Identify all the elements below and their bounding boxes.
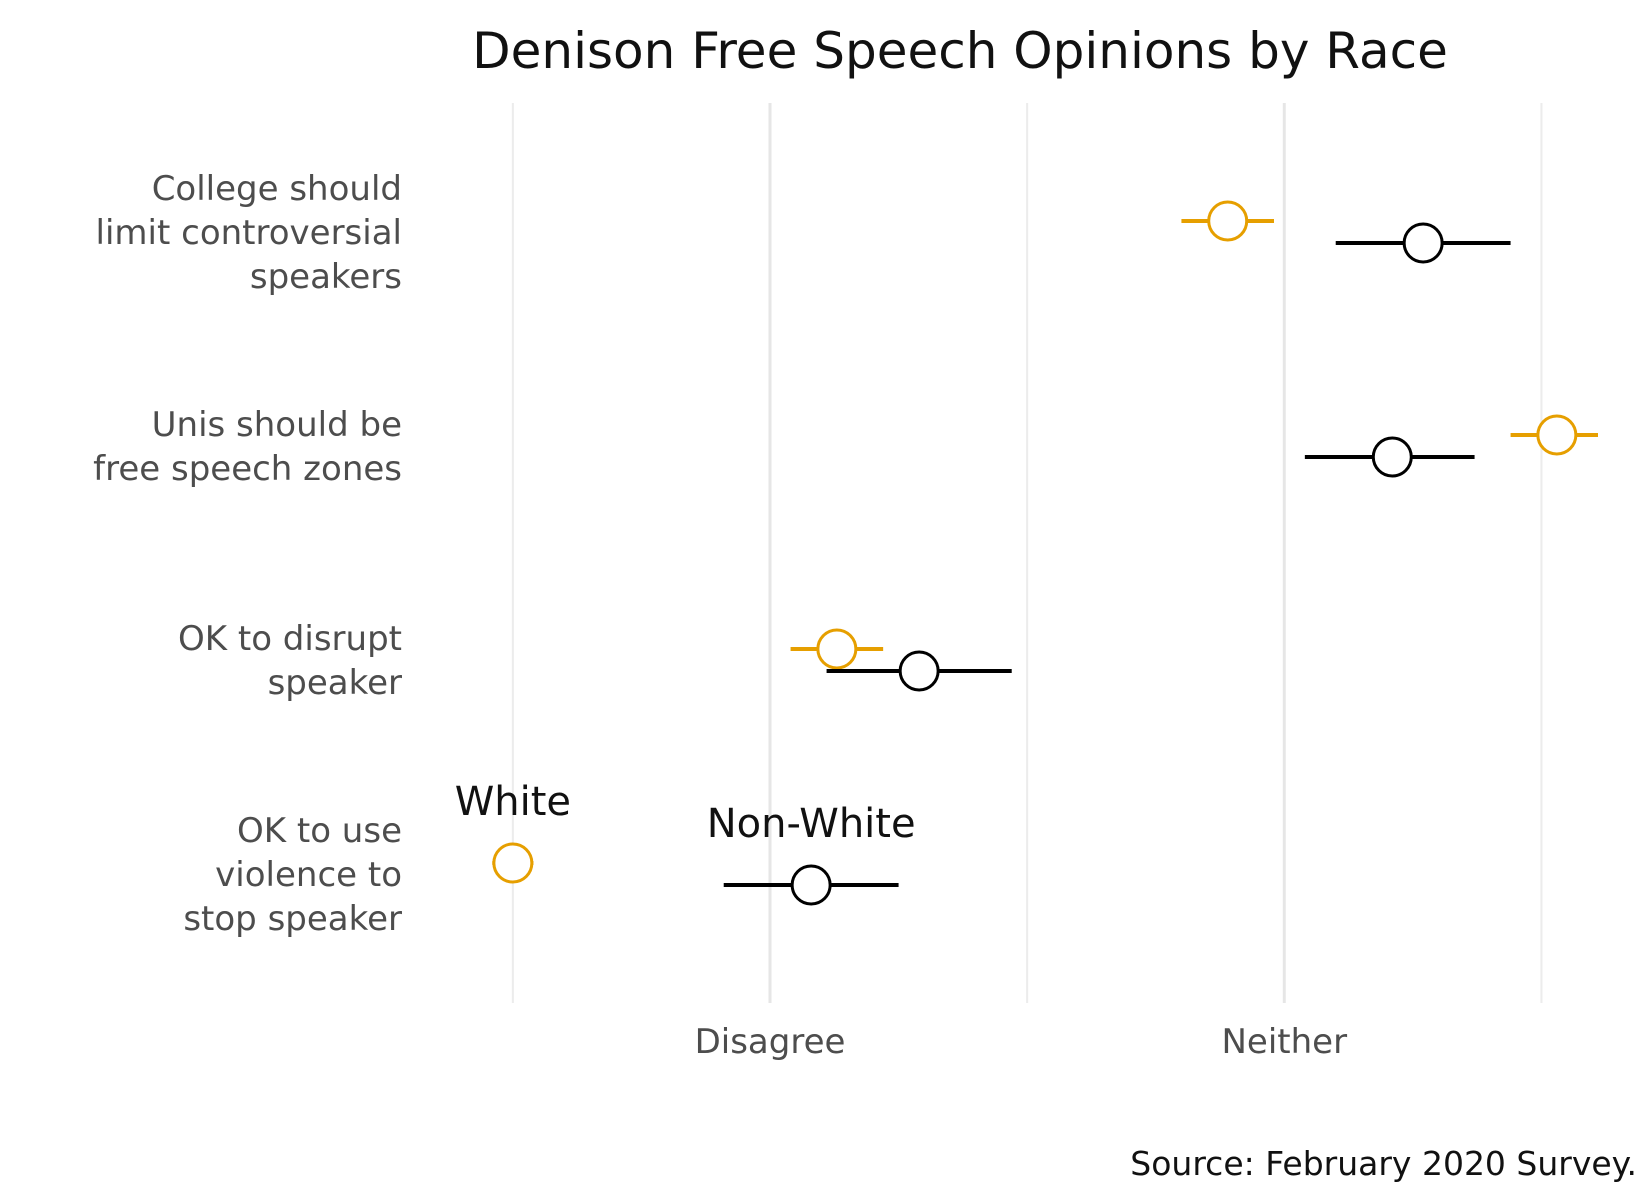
x-tick-labels: Disagree Neither xyxy=(695,1022,1348,1062)
x-tick-label: Neither xyxy=(1221,1022,1347,1062)
chart-title: Denison Free Speech Opinions by Race xyxy=(472,22,1448,80)
mean-point xyxy=(1536,414,1578,456)
mean-point xyxy=(1371,436,1413,478)
category-label: OK to use violence to stop speaker xyxy=(183,811,402,939)
category-label: Unis should be free speech zones xyxy=(93,405,402,489)
series-labels: White Non-White xyxy=(455,779,916,847)
mean-point xyxy=(898,650,940,692)
x-tick-label: Disagree xyxy=(695,1022,846,1062)
category-label: College should limit controversial speaker… xyxy=(96,169,402,297)
mean-point xyxy=(816,628,858,670)
mean-point xyxy=(790,864,832,906)
mean-point xyxy=(1207,200,1249,242)
series-label: Non-White xyxy=(707,801,916,847)
series-label: White xyxy=(455,779,571,825)
mean-point xyxy=(492,842,534,884)
category-label: OK to disrupt speaker xyxy=(178,619,402,703)
gridlines xyxy=(511,103,1543,1003)
category-labels: College should limit controversial speaker… xyxy=(93,169,402,939)
chart-caption: Source: February 2020 Survey. xyxy=(1130,1144,1637,1183)
mean-point xyxy=(1402,222,1444,264)
series-marks xyxy=(492,200,1598,906)
